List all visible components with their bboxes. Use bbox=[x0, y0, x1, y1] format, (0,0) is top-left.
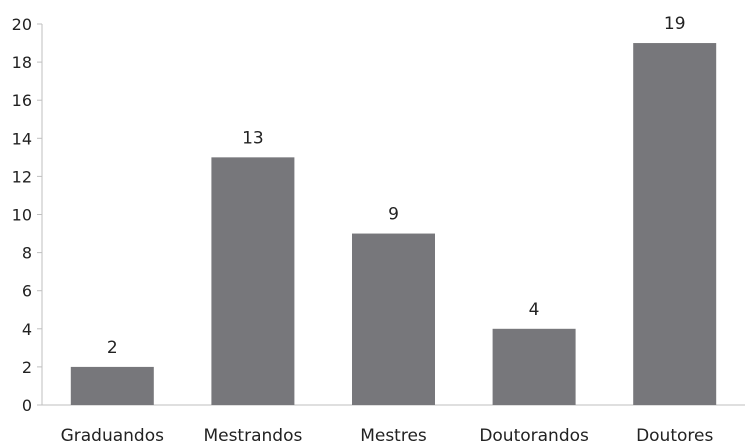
y-tick-label: 0 bbox=[22, 396, 32, 415]
y-tick-label: 6 bbox=[22, 282, 32, 301]
y-tick-label: 20 bbox=[12, 15, 32, 34]
y-axis: 0 2 4 6 8 10 12 14 16 18 20 bbox=[12, 15, 745, 415]
bar-graduandos bbox=[70, 366, 154, 405]
data-label: 4 bbox=[529, 300, 540, 320]
y-tick-label: 12 bbox=[12, 167, 32, 186]
data-label: 19 bbox=[664, 14, 686, 34]
y-tick-label: 10 bbox=[12, 206, 32, 225]
bar-doutores bbox=[633, 43, 717, 406]
y-tick-label: 18 bbox=[12, 53, 32, 72]
y-tick-label: 14 bbox=[12, 129, 32, 148]
data-label: 9 bbox=[388, 205, 399, 225]
x-tick-label: Mestrandos bbox=[203, 426, 302, 443]
y-tick-label: 16 bbox=[12, 91, 32, 110]
x-tick-label: Graduandos bbox=[61, 426, 165, 443]
bar-mestrandos bbox=[211, 157, 295, 405]
bars bbox=[70, 43, 717, 406]
x-tick-label: Mestres bbox=[360, 426, 427, 443]
data-label: 13 bbox=[242, 128, 264, 148]
x-axis-labels: Graduandos Mestrandos Mestres Doutorandos Do… bbox=[61, 426, 714, 443]
bar-mestres bbox=[352, 233, 435, 405]
y-tick-label: 4 bbox=[22, 320, 32, 339]
y-tick-label: 8 bbox=[22, 244, 32, 263]
x-tick-label: Doutores bbox=[636, 426, 713, 443]
data-labels: 2 13 9 4 19 bbox=[107, 14, 686, 358]
y-tick-label: 2 bbox=[22, 358, 32, 377]
bar-doutorandos bbox=[492, 328, 576, 405]
x-tick-label: Doutorandos bbox=[479, 426, 589, 443]
data-label: 2 bbox=[107, 338, 118, 358]
